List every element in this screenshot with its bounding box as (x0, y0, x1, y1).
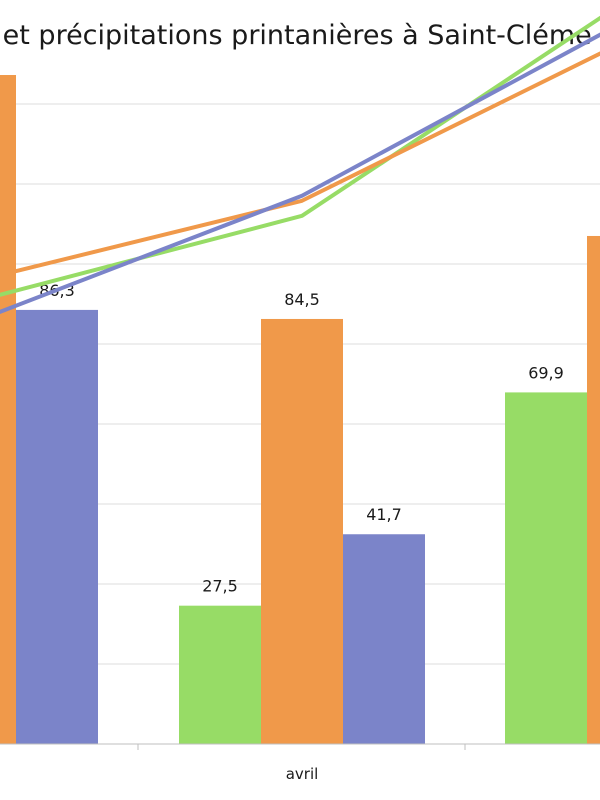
bar (343, 534, 425, 744)
bar (179, 605, 261, 744)
bar (261, 318, 343, 744)
data-label: 41,7 (366, 505, 402, 524)
bar (587, 235, 600, 744)
bar (505, 392, 587, 744)
bar (0, 75, 16, 744)
x-tick-label: avril (286, 765, 319, 783)
trend-line (0, 51, 600, 278)
bar (16, 309, 98, 744)
chart-title: s et précipitations printanières à Saint… (0, 20, 592, 51)
trend-line (0, 15, 600, 297)
data-label: 69,9 (528, 363, 564, 382)
data-label: 27,5 (202, 577, 238, 596)
trend-line (0, 32, 600, 315)
data-label: 84,5 (284, 290, 320, 309)
